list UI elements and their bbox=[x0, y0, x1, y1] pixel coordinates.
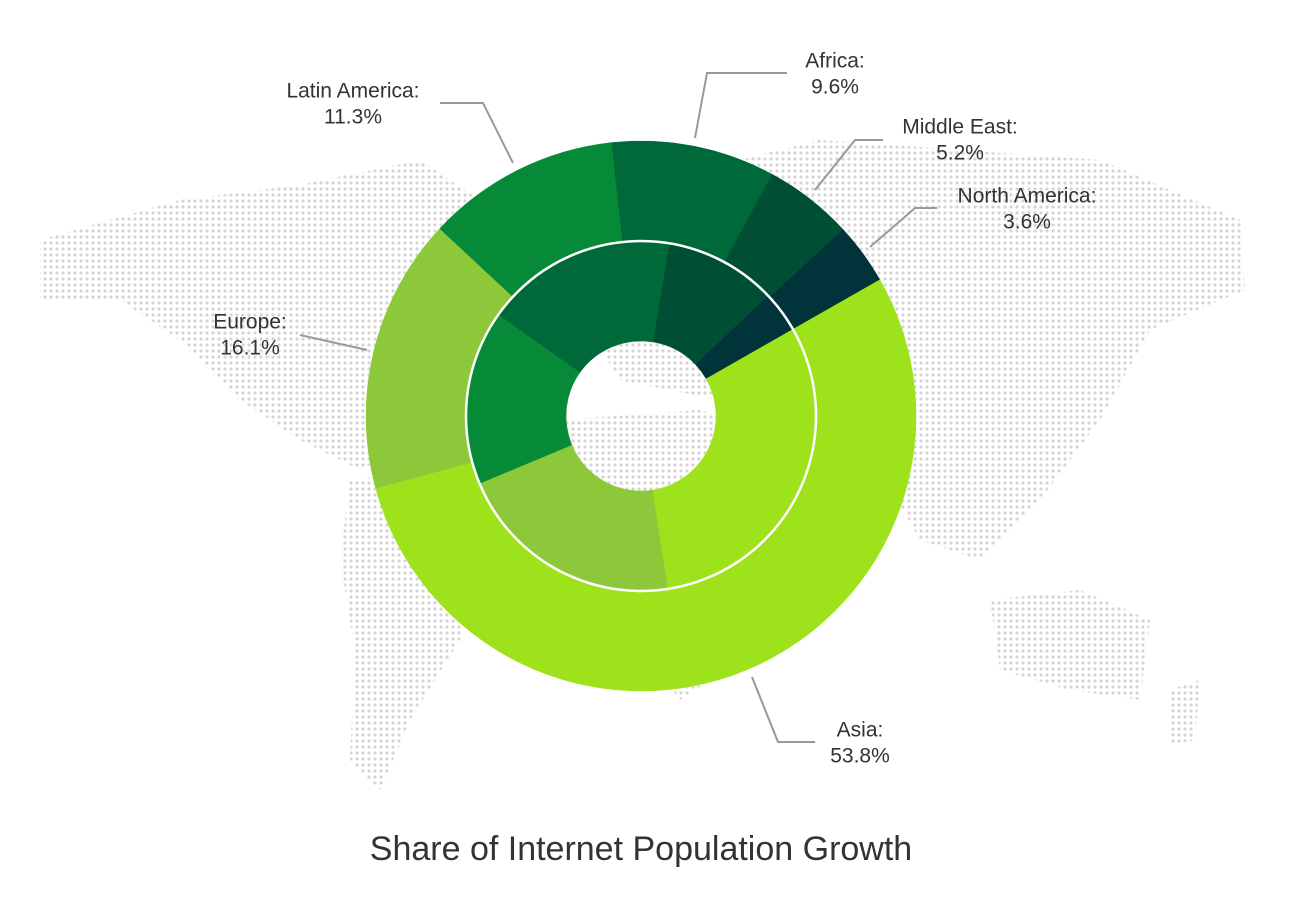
value-label: 9.6% bbox=[811, 76, 859, 99]
labels: Africa: 9.6% Middle East: 5.2% North America… bbox=[213, 50, 1096, 768]
rings bbox=[365, 140, 917, 692]
category-label: Latin America: bbox=[286, 80, 419, 103]
leader-line bbox=[751, 676, 815, 743]
value-label: 11.3% bbox=[324, 106, 382, 129]
category-label: North America: bbox=[958, 185, 1097, 208]
category-label: Asia: bbox=[837, 719, 884, 742]
value-label: 53.8% bbox=[830, 745, 890, 768]
ring-separator bbox=[464, 239, 818, 593]
leader-line bbox=[299, 334, 368, 351]
leader-line bbox=[440, 102, 514, 164]
value-label: 3.6% bbox=[1003, 211, 1051, 234]
value-label: 16.1% bbox=[220, 337, 280, 360]
chart-title: Share of Internet Population Growth bbox=[370, 830, 912, 868]
leader-line bbox=[869, 207, 937, 248]
leader-line bbox=[694, 72, 787, 139]
category-label: Europe: bbox=[213, 311, 287, 334]
value-label: 5.2% bbox=[936, 142, 984, 165]
category-label: Middle East: bbox=[902, 116, 1018, 139]
leader-line bbox=[814, 139, 883, 191]
category-label: Africa: bbox=[805, 50, 865, 73]
